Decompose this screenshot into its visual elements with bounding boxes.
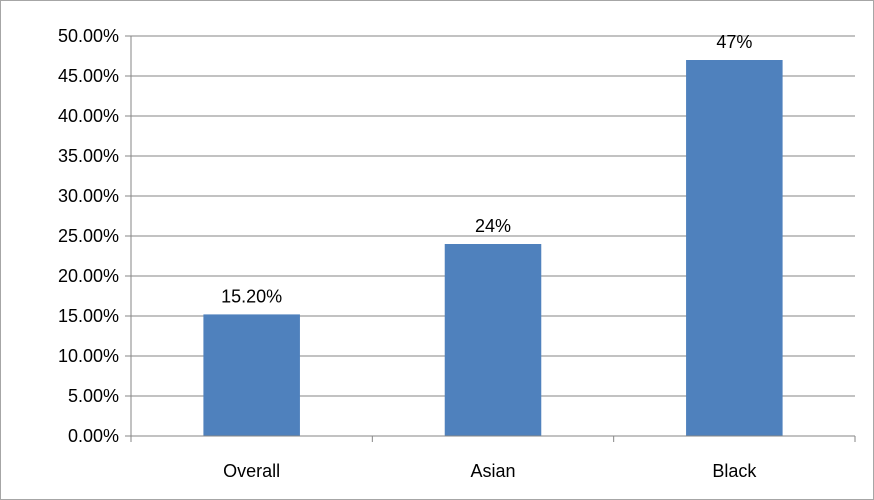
x-category-label: Black <box>712 461 757 481</box>
x-category-label: Asian <box>470 461 515 481</box>
bar-asian <box>444 244 542 436</box>
bar-black <box>686 60 783 436</box>
y-tick-label: 0.00% <box>68 426 119 446</box>
y-tick-label: 15.00% <box>58 306 119 326</box>
y-tick-label: 25.00% <box>58 226 119 246</box>
axes <box>125 35 856 442</box>
data-labels: 15.20% 24% 47% <box>221 32 752 306</box>
data-label-asian: 24% <box>475 216 511 236</box>
y-tick-label: 20.00% <box>58 266 119 286</box>
x-axis-category-labels: Overall Asian Black <box>223 461 757 481</box>
y-tick-label: 5.00% <box>68 386 119 406</box>
y-tick-label: 30.00% <box>58 186 119 206</box>
bar-overall <box>203 314 300 436</box>
y-tick-label: 35.00% <box>58 146 119 166</box>
y-tick-label: 40.00% <box>58 106 119 126</box>
data-label-black: 47% <box>716 32 752 52</box>
x-category-label: Overall <box>223 461 280 481</box>
data-label-overall: 15.20% <box>221 286 282 306</box>
y-tick-label: 10.00% <box>58 346 119 366</box>
bars <box>203 60 783 436</box>
y-tick-label: 45.00% <box>58 66 119 86</box>
y-tick-label: 50.00% <box>58 26 119 46</box>
y-axis-tick-labels: 0.00% 5.00% 10.00% 15.00% 20.00% 25.00% 30.00%… <box>58 26 119 446</box>
